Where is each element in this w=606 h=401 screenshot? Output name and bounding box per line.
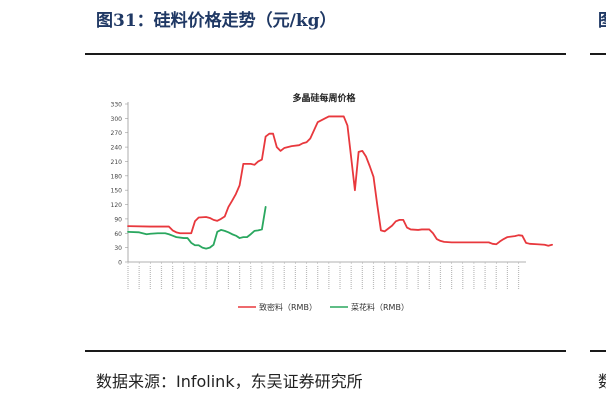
top-rule: [85, 53, 566, 55]
y-tick-label: 180: [111, 173, 123, 180]
chart-title: 多晶硅每周价格: [292, 92, 356, 104]
series-layer: [127, 115, 553, 250]
y-tick-label: 0: [118, 260, 122, 267]
figure-title: 图31：硅料价格走势（元/kg）: [96, 11, 337, 31]
top-rule-right: [590, 53, 606, 55]
bottom-rule-right: [590, 350, 606, 352]
next-figure-title-fragment: 图: [598, 6, 606, 31]
bottom-rule: [85, 350, 566, 352]
series-line-cauliflower: [127, 206, 267, 250]
y-tick-label: 240: [111, 145, 123, 152]
y-tick-label: 150: [111, 188, 123, 195]
y-tick-label: 90: [114, 216, 122, 223]
y-tick-label: 60: [114, 231, 122, 238]
legend: 致密料（RMB） 菜花料（RMB）: [238, 302, 409, 312]
source-note: 数据来源：Infolink，东吴证券研究所: [96, 372, 363, 391]
y-tick-label: 30: [114, 245, 122, 252]
series-line-dense: [127, 115, 553, 247]
y-tick-label: 300: [111, 116, 123, 123]
y-tick-label: 330: [111, 102, 123, 109]
y-tick-label: 270: [111, 130, 123, 137]
legend-label-cauliflower: 菜花料（RMB）: [351, 302, 409, 312]
y-tick-label: 120: [111, 202, 123, 209]
legend-label-dense: 致密料（RMB）: [259, 302, 317, 312]
y-axis: 0 30 60 90 120 150 180 210 240 270 300 330: [111, 102, 129, 267]
x-axis: [127, 261, 526, 290]
next-source-fragment: 数: [598, 368, 606, 392]
y-tick-label: 210: [111, 159, 123, 166]
